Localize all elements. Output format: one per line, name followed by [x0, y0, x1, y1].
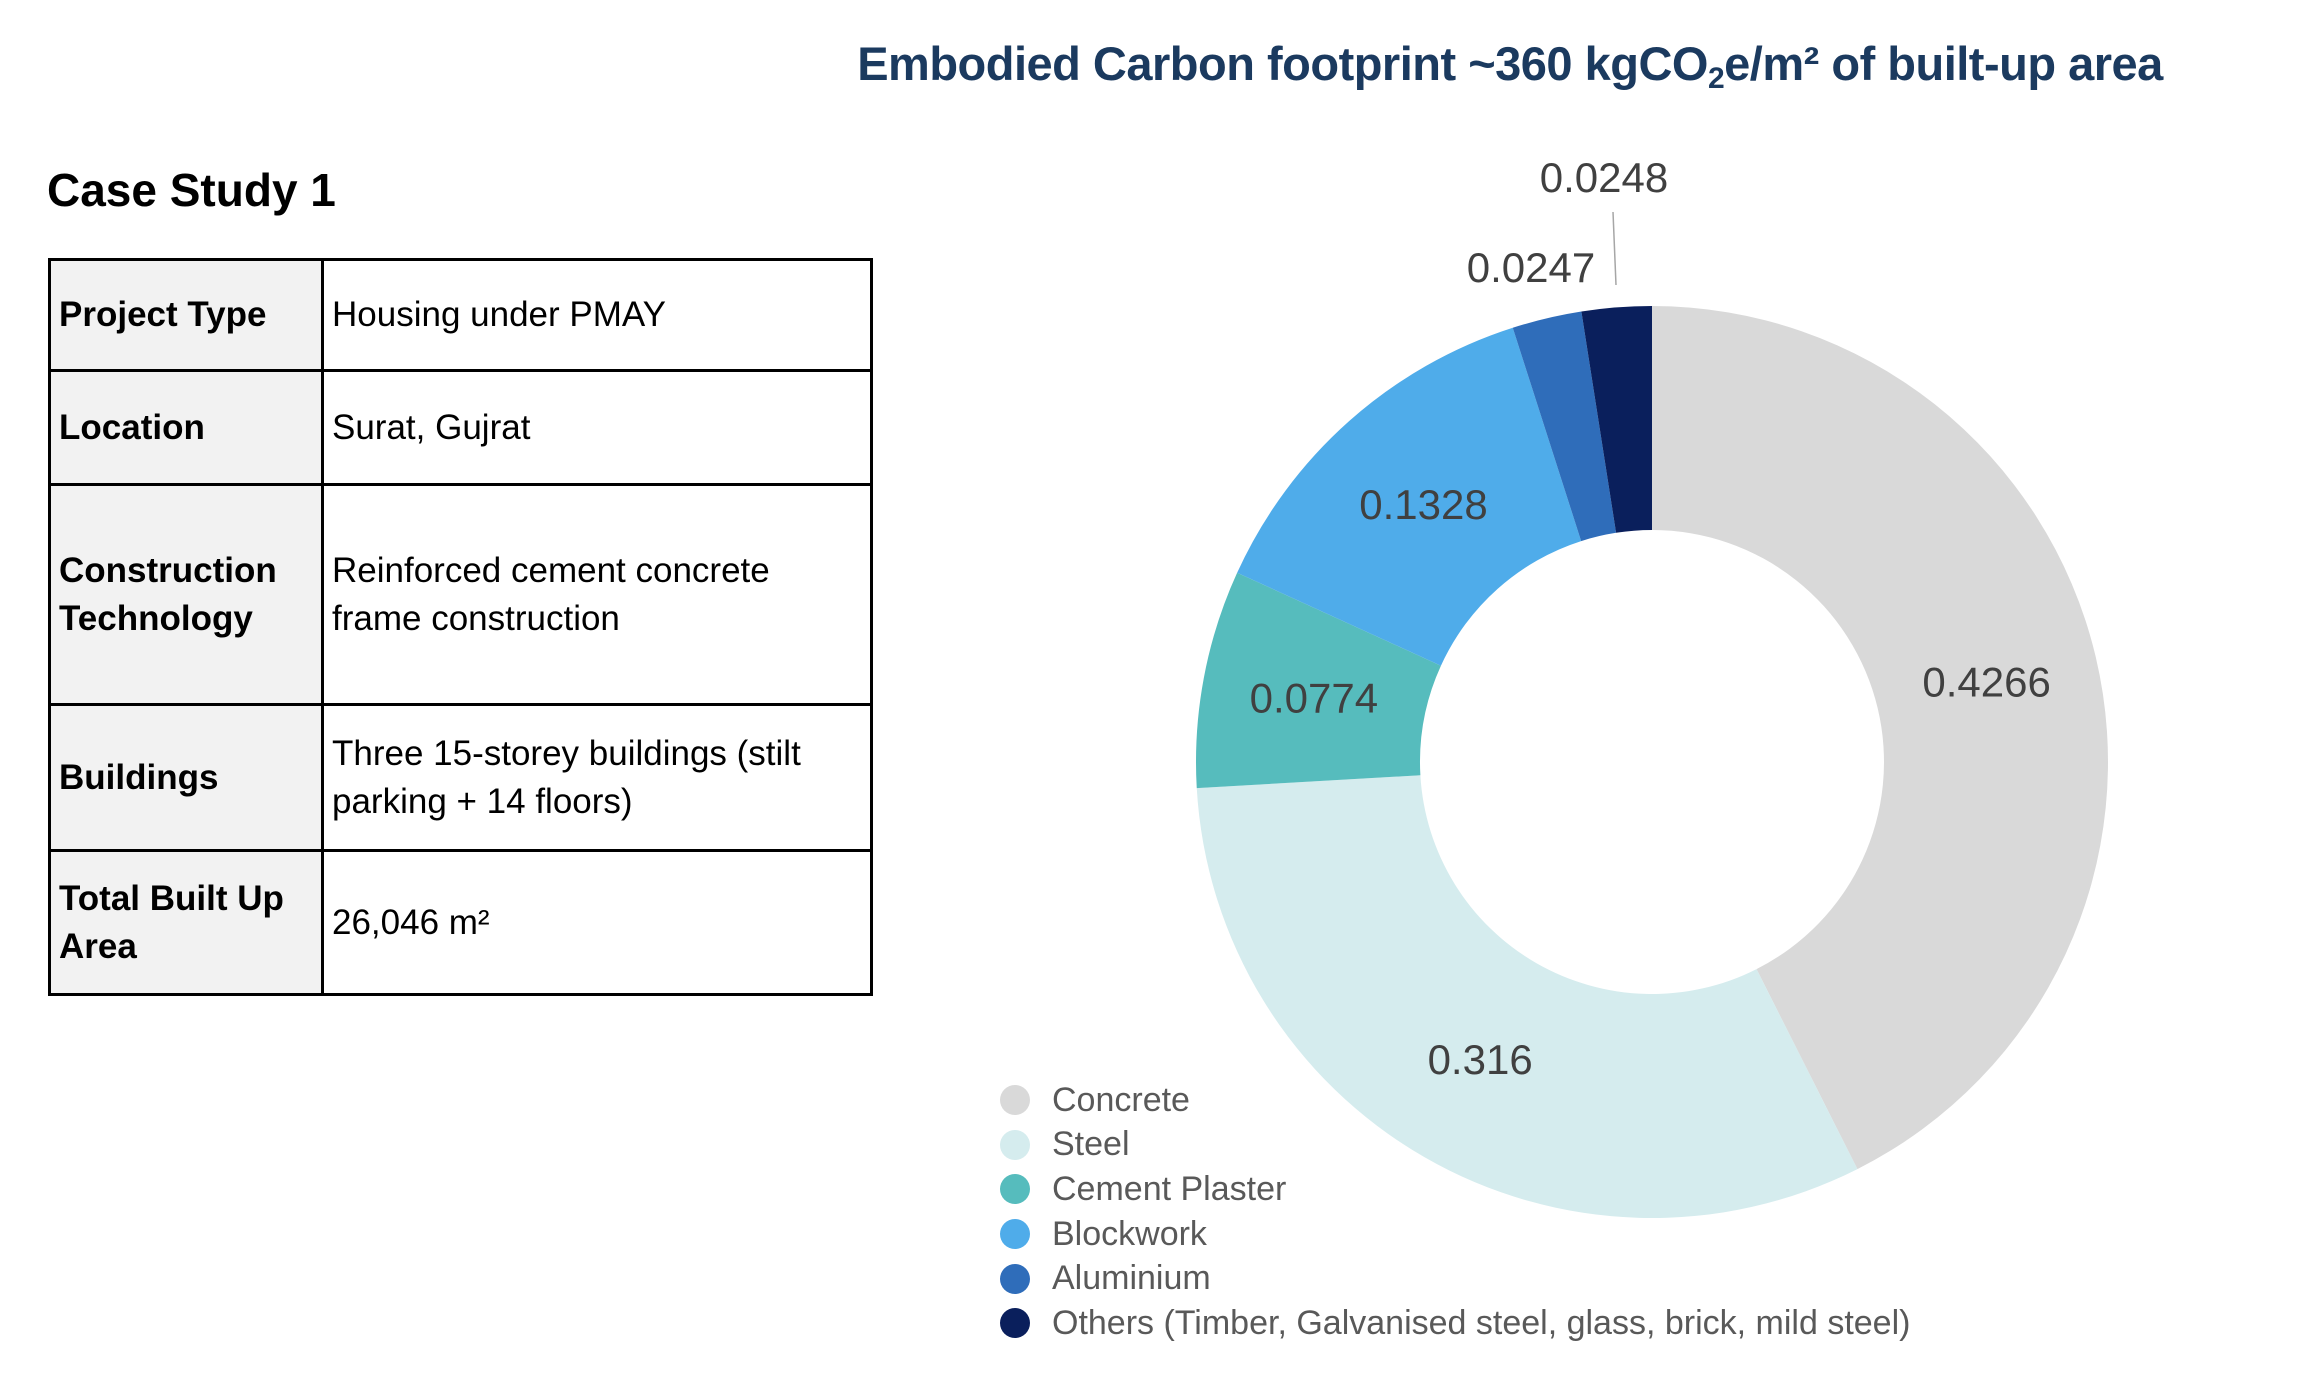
- table-row: Buildings Three 15-storey buildings (stil…: [48, 703, 873, 852]
- data-label: 0.0248: [1540, 154, 1668, 201]
- row-label: Location: [48, 369, 324, 486]
- title-subscript: 2: [1707, 62, 1725, 95]
- row-value: Three 15-storey buildings (stilt parking…: [321, 703, 873, 852]
- row-label: Buildings: [48, 703, 324, 852]
- leader-line: [1612, 211, 1617, 286]
- row-label: Construction Technology: [48, 483, 324, 706]
- table-row: Project Type Housing under PMAY: [48, 258, 873, 372]
- donut-slice-others: [1581, 306, 1652, 533]
- legend-item: Concrete: [1000, 1078, 1910, 1123]
- legend-item: Aluminium: [1000, 1256, 1910, 1301]
- donut-slice-concrete: [1652, 306, 2108, 1170]
- case-study-heading: Case Study 1: [47, 164, 336, 216]
- legend-marker-icon: [1000, 1308, 1030, 1339]
- data-label: 0.0774: [1250, 675, 1378, 722]
- legend-marker-icon: [1000, 1129, 1030, 1160]
- legend-label: Others (Timber, Galvanised steel, glass,…: [1052, 1303, 1911, 1342]
- legend-item: Others (Timber, Galvanised steel, glass,…: [1000, 1301, 1910, 1346]
- table-row: Location Surat, Gujrat: [48, 369, 873, 486]
- row-label: Total Built Up Area: [48, 849, 324, 996]
- data-label: 0.316: [1428, 1036, 1533, 1083]
- data-label: 0.0247: [1467, 244, 1595, 291]
- data-label: 0.1328: [1359, 481, 1487, 528]
- title-text: Embodied Carbon footprint ~360 kgCO: [857, 37, 1708, 90]
- legend-label: Concrete: [1052, 1080, 1190, 1119]
- legend-item: Cement Plaster: [1000, 1167, 1910, 1212]
- legend-label: Steel: [1052, 1125, 1130, 1164]
- donut-slice-blockwork: [1237, 327, 1582, 666]
- legend-marker-icon: [1000, 1174, 1030, 1205]
- legend-marker-icon: [1000, 1219, 1030, 1250]
- row-value: Surat, Gujrat: [321, 369, 873, 486]
- donut-slice-steel: [1196, 775, 1858, 1218]
- row-value: 26,046 m²: [321, 849, 873, 996]
- case-study-table: Project Type Housing under PMAY Location S…: [48, 258, 873, 996]
- row-value: Reinforced cement concrete frame constru…: [321, 483, 873, 706]
- chart-title: Embodied Carbon footprint ~360 kgCO2e/m²…: [740, 36, 2280, 96]
- row-label: Project Type: [48, 258, 324, 372]
- legend-label: Blockwork: [1052, 1214, 1207, 1253]
- donut-slice-aluminium: [1512, 311, 1617, 542]
- table-row: Total Built Up Area 26,046 m²: [48, 849, 873, 996]
- table-row: Construction Technology Reinforced cement…: [48, 483, 873, 706]
- row-value: Housing under PMAY: [321, 258, 873, 372]
- legend-label: Cement Plaster: [1052, 1169, 1287, 1208]
- legend-item: Steel: [1000, 1123, 1910, 1168]
- legend-marker-icon: [1000, 1085, 1030, 1116]
- legend-marker-icon: [1000, 1263, 1030, 1294]
- legend-item: Blockwork: [1000, 1212, 1910, 1257]
- chart-legend: Concrete Steel Cement Plaster Blockwork Alum…: [1000, 1078, 1910, 1346]
- data-label: 0.4266: [1922, 658, 2050, 705]
- donut-slice-cement: [1196, 572, 1441, 789]
- legend-label: Aluminium: [1052, 1259, 1211, 1298]
- title-text-end: e/m² of built-up area: [1724, 37, 2163, 90]
